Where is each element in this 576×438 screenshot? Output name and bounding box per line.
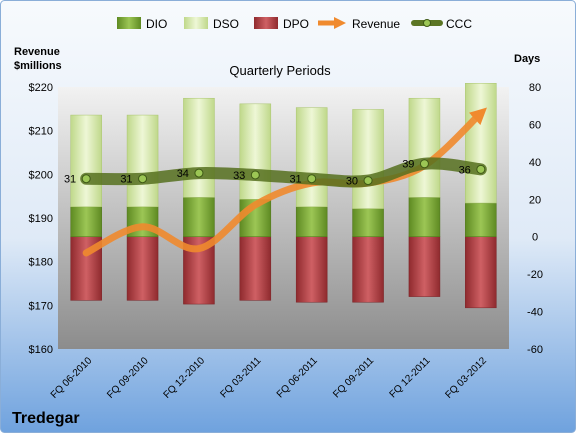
left-tick-label: $190	[29, 213, 53, 225]
legend-swatch-dso	[184, 17, 208, 29]
legend: DIO DSO DPO Revenue CCC	[117, 16, 472, 31]
ccc-data-label: 39	[402, 159, 414, 171]
bar-dso	[126, 114, 159, 208]
legend-swatch-dio	[117, 17, 141, 29]
ccc-point	[419, 159, 429, 169]
right-tick-label: 20	[529, 194, 541, 206]
right-tick-label: 40	[529, 157, 541, 169]
left-axis-ticks: $220 $210 $200 $190 $180 $170 $160	[29, 82, 53, 356]
left-axis-title-line1: Revenue	[14, 46, 60, 58]
legend-label-ccc: CCC	[446, 17, 472, 31]
ccc-series: 31 31 34 33 31 30 39 36	[64, 157, 487, 188]
bar-dso	[352, 109, 384, 209]
bar-dpo	[126, 236, 159, 301]
left-tick-label: $160	[29, 344, 53, 356]
right-tick-label: 60	[529, 119, 541, 131]
left-tick-label: $170	[29, 300, 53, 312]
bar-dpo	[408, 236, 441, 297]
bar-dio	[295, 206, 328, 237]
legend-label-dso: DSO	[213, 17, 239, 31]
left-axis-title-line2: $millions	[14, 60, 62, 72]
bar-dio	[183, 197, 215, 237]
bar-dio	[465, 202, 497, 237]
right-tick-label: 80	[529, 82, 541, 94]
ccc-point	[138, 174, 148, 184]
bar-dso	[408, 97, 441, 198]
legend-label-revenue: Revenue	[352, 17, 400, 31]
company-name: Tredegar	[12, 410, 80, 427]
bar-dso	[183, 97, 215, 198]
legend-label-dio: DIO	[146, 17, 167, 31]
bar-stacks	[70, 83, 497, 309]
bar-dpo	[295, 236, 328, 303]
ccc-data-label: 34	[177, 168, 189, 180]
ccc-data-label: 31	[64, 174, 76, 186]
bar-dio	[70, 206, 102, 237]
left-tick-label: $210	[29, 126, 53, 138]
ccc-point	[250, 170, 260, 180]
bar-dpo	[465, 236, 497, 309]
legend-swatch-dpo	[254, 17, 278, 29]
plot-area	[58, 87, 509, 349]
bar-dio	[352, 208, 384, 237]
chart-title: Quarterly Periods	[229, 63, 331, 78]
bar-dso	[295, 107, 328, 208]
left-tick-label: $220	[29, 82, 53, 94]
ccc-point	[194, 168, 204, 178]
left-tick-label: $180	[29, 257, 53, 269]
right-tick-label: -20	[527, 269, 543, 281]
ccc-point	[476, 164, 486, 174]
ccc-data-label: 31	[289, 174, 301, 186]
right-axis-title: Days	[514, 53, 540, 65]
right-tick-label: -60	[527, 344, 543, 356]
ccc-data-label: 33	[233, 170, 245, 182]
ccc-data-label: 30	[346, 176, 358, 188]
ccc-point	[81, 174, 91, 184]
ccc-data-label: 31	[120, 174, 132, 186]
legend-swatch-ccc-marker	[423, 19, 431, 27]
bar-dso	[239, 103, 272, 200]
right-tick-label: 0	[532, 232, 538, 244]
bar-dso	[70, 114, 102, 208]
legend-label-dpo: DPO	[283, 17, 309, 31]
bar-dpo	[352, 236, 384, 303]
right-axis-ticks: 80 60 40 20 0 -20 -40 -60	[527, 82, 543, 356]
bar-dio	[408, 197, 441, 237]
ccc-line	[80, 157, 487, 188]
ccc-point	[363, 176, 373, 186]
ccc-data-label: 36	[459, 164, 471, 176]
left-tick-label: $200	[29, 169, 53, 181]
right-tick-label: -40	[527, 307, 543, 319]
ccc-point	[307, 174, 317, 184]
bar-dso	[465, 83, 497, 204]
bar-dpo	[239, 236, 272, 301]
